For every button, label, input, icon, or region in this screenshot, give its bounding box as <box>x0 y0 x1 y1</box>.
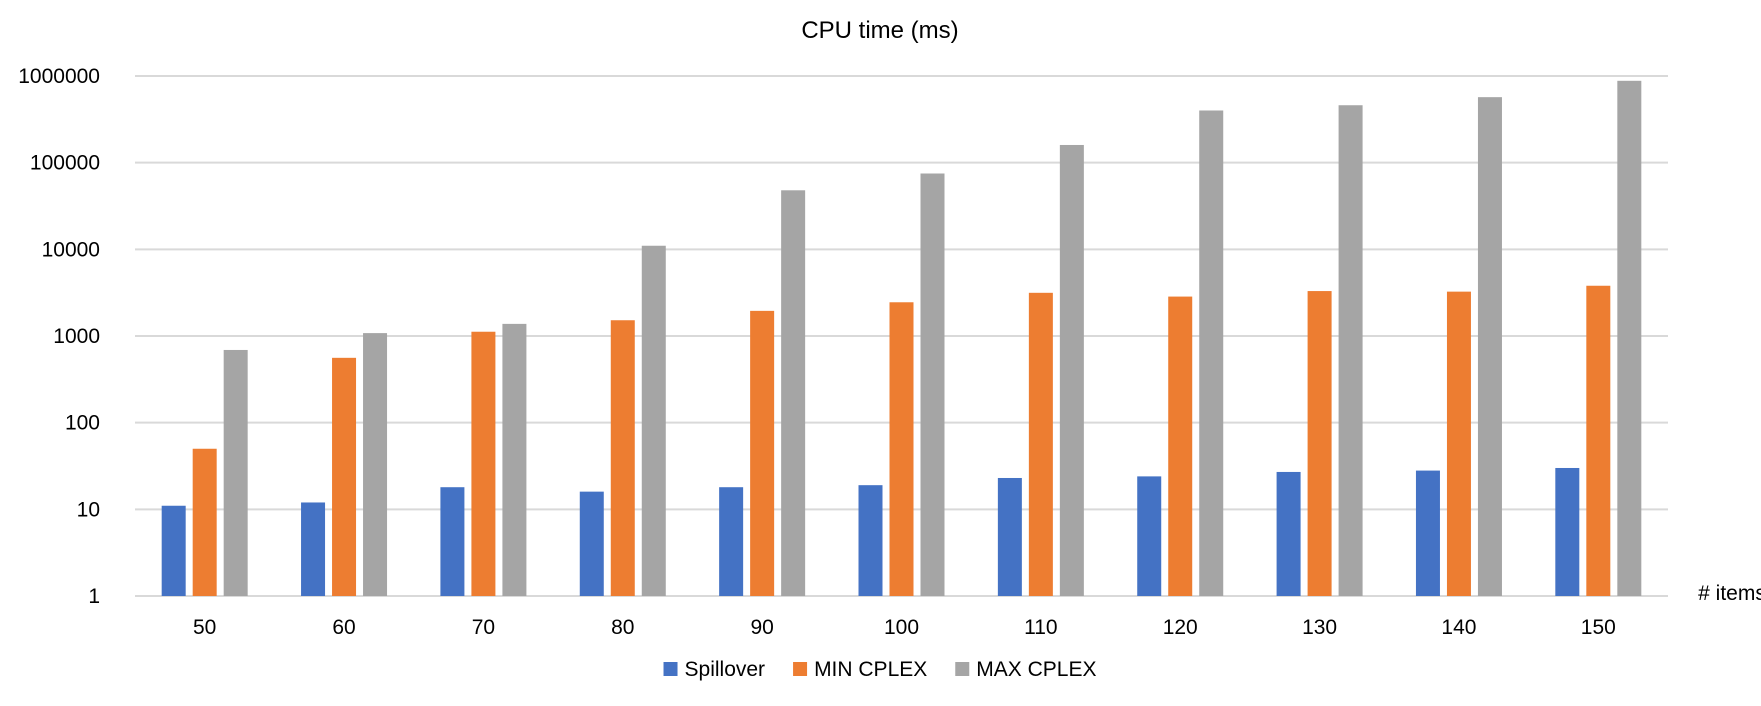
bar-min-cplex <box>1307 291 1332 596</box>
legend-swatch <box>663 662 678 676</box>
y-tick-label: 1 <box>88 585 100 608</box>
bar-min-cplex <box>192 448 217 596</box>
bar-min-cplex <box>1028 292 1053 596</box>
bar-spillover <box>1415 470 1440 596</box>
x-tick-label: 90 <box>750 616 773 639</box>
bar-max-cplex <box>363 333 388 596</box>
y-tick-label: 10000 <box>42 238 100 261</box>
chart-title: CPU time (ms) <box>801 17 958 44</box>
x-tick-label: 60 <box>332 616 355 639</box>
x-tick-label: 130 <box>1302 616 1337 639</box>
bar-min-cplex <box>750 310 775 596</box>
bar-min-cplex <box>471 331 496 596</box>
legend-label: MIN CPLEX <box>814 658 927 681</box>
bar-max-cplex <box>920 173 945 596</box>
bar-min-cplex <box>1586 285 1611 596</box>
legend: Spillover MIN CPLEX MAX CPLEX <box>663 658 1096 681</box>
bar-min-cplex <box>889 302 914 596</box>
x-tick-label: 80 <box>611 616 634 639</box>
x-axis-label: # items <box>1698 582 1761 605</box>
bar-max-cplex <box>1059 144 1084 597</box>
bar-spillover <box>301 502 326 596</box>
y-tick-label: 1000 <box>53 325 100 348</box>
bar-max-cplex <box>641 245 666 596</box>
bar-spillover <box>440 487 465 596</box>
bar-min-cplex <box>1168 296 1193 596</box>
x-tick-label: 100 <box>884 616 919 639</box>
bar-min-cplex <box>332 357 357 596</box>
x-tick-label: 120 <box>1163 616 1198 639</box>
bar-max-cplex <box>1338 105 1363 596</box>
bar-max-cplex <box>1199 110 1224 597</box>
legend-swatch <box>955 662 970 676</box>
bars <box>161 80 1642 597</box>
legend-label: Spillover <box>685 658 766 681</box>
bar-spillover <box>719 487 744 596</box>
x-tick-label: 140 <box>1441 616 1476 639</box>
bar-max-cplex <box>223 349 248 596</box>
bar-spillover <box>1555 467 1580 596</box>
bar-max-cplex <box>1477 97 1502 597</box>
x-axis-tick-labels: 50 60 70 80 90 100 110 120 130 140 150 <box>193 616 1616 639</box>
bar-spillover <box>161 505 186 596</box>
y-axis-tick-labels: 1 10 100 1000 10000 100000 1000000 <box>18 65 100 608</box>
bar-max-cplex <box>781 190 806 596</box>
bar-spillover <box>1276 471 1301 596</box>
x-tick-label: 50 <box>193 616 216 639</box>
bar-spillover <box>1137 476 1162 596</box>
bar-max-cplex <box>1617 80 1642 596</box>
bar-spillover <box>579 491 604 596</box>
y-tick-label: 10 <box>77 498 100 521</box>
bar-max-cplex <box>502 323 527 596</box>
legend-label: MAX CPLEX <box>976 658 1096 681</box>
x-tick-label: 150 <box>1581 616 1616 639</box>
bar-spillover <box>858 485 883 596</box>
x-tick-label: 110 <box>1024 616 1057 639</box>
bar-min-cplex <box>1446 291 1471 596</box>
y-tick-label: 100000 <box>30 152 100 175</box>
x-tick-label: 70 <box>472 616 495 639</box>
y-tick-label: 100 <box>65 412 100 435</box>
bar-spillover <box>997 477 1022 596</box>
legend-swatch <box>793 662 808 676</box>
bar-min-cplex <box>610 320 635 596</box>
y-tick-label: 1000000 <box>18 65 100 88</box>
